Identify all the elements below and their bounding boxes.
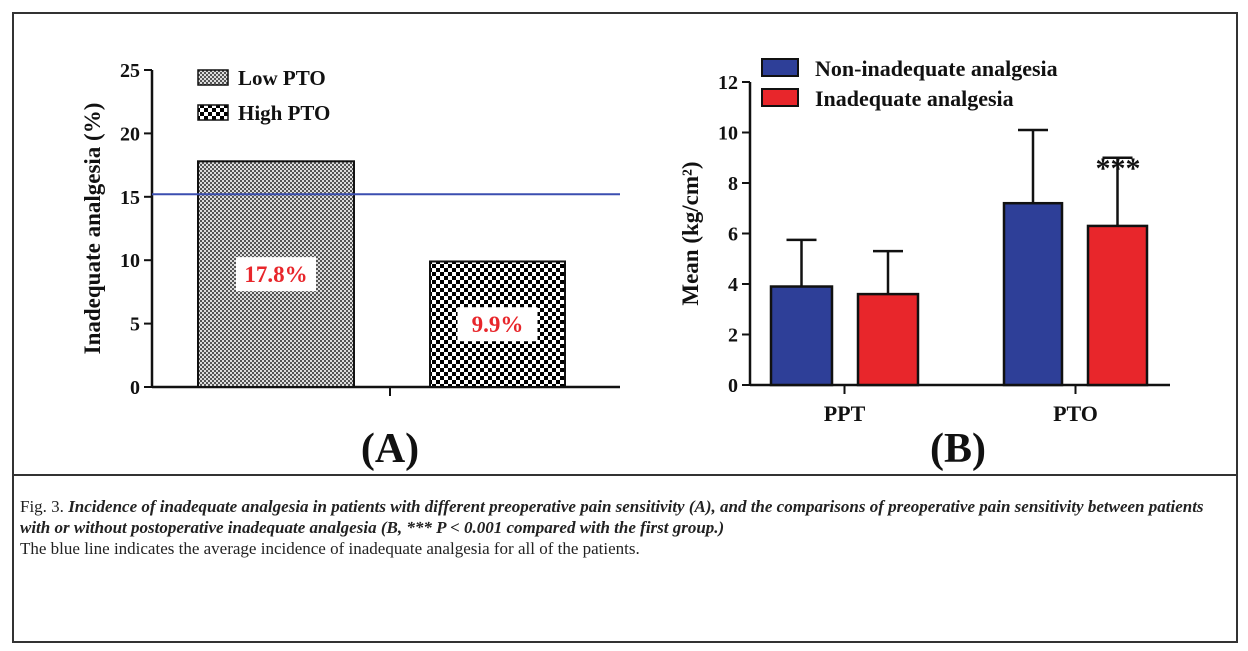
legend-swatch xyxy=(761,58,799,77)
y-tick-label: 0 xyxy=(130,377,140,399)
figure-frame xyxy=(12,12,1238,643)
y-tick-label: 4 xyxy=(728,274,738,296)
value-label: 9.9% xyxy=(472,312,524,337)
bar xyxy=(1002,201,1064,387)
bar xyxy=(1086,224,1149,387)
x-tick-label: PTO xyxy=(1053,401,1098,426)
legend-label: High PTO xyxy=(238,101,330,125)
y-tick-label: 20 xyxy=(120,123,140,145)
y-tick-label: 8 xyxy=(728,173,738,195)
panel-label: (A) xyxy=(361,426,419,472)
legend-swatch xyxy=(197,69,229,86)
legend-swatch xyxy=(761,88,799,107)
legend-swatch xyxy=(197,104,229,121)
y-tick-label: 5 xyxy=(130,314,140,336)
caption-text: Incidence of inadequate analgesia in pat… xyxy=(20,497,1204,537)
y-tick-label: 12 xyxy=(718,72,738,94)
caption-note: The blue line indicates the average inci… xyxy=(20,539,640,558)
y-tick-label: 10 xyxy=(718,123,738,145)
y-tick-label: 6 xyxy=(728,224,738,246)
value-label-box xyxy=(457,307,538,342)
value-label: 17.8% xyxy=(244,262,307,287)
value-label-box xyxy=(236,257,316,292)
y-tick-label: 2 xyxy=(728,325,738,347)
y-axis-label: Inadequate analgesia (%) xyxy=(80,103,105,355)
separator xyxy=(12,474,1238,476)
caption-label: Fig. 3. xyxy=(20,497,64,516)
bar xyxy=(769,285,834,387)
caption: Fig. 3. Incidence of inadequate analgesi… xyxy=(20,496,1220,559)
legend-label: Low PTO xyxy=(238,66,326,90)
y-axis-label: Mean (kg/cm²) xyxy=(678,161,703,305)
y-tick-label: 15 xyxy=(120,187,140,209)
legend-label: Non-inadequate analgesia xyxy=(815,56,1058,81)
x-tick-label: PPT xyxy=(824,401,866,426)
y-tick-label: 0 xyxy=(728,375,738,397)
annotation: *** xyxy=(1096,152,1141,185)
bar xyxy=(856,292,920,387)
panel-label: (B) xyxy=(930,426,986,472)
legend-label: Inadequate analgesia xyxy=(815,86,1014,111)
y-tick-label: 25 xyxy=(120,60,140,82)
y-tick-label: 10 xyxy=(120,250,140,272)
